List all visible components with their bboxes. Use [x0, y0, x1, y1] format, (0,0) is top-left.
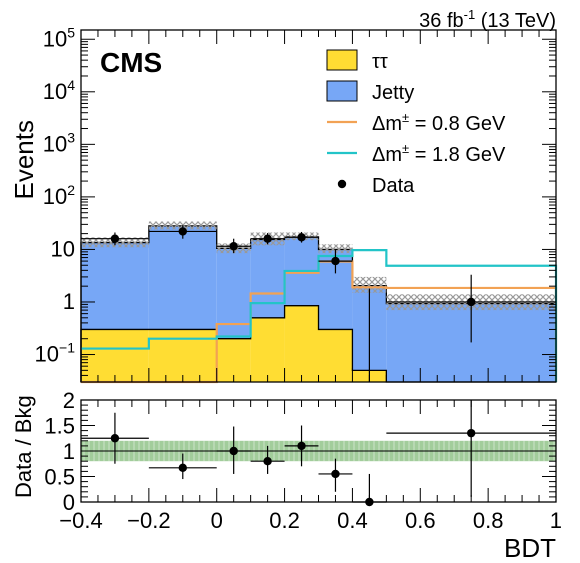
legend-swatch-jetty — [326, 80, 358, 102]
legend-item-jetty: Jetty — [326, 80, 414, 104]
y-tick-label: 10 — [51, 236, 75, 261]
ratio-point — [466, 428, 476, 438]
ratio-points — [81, 400, 556, 507]
ratio-point — [178, 463, 187, 473]
legend: ττ Jetty Δm± = 0.8 GeV Δm± = 1.8 GeV Data — [326, 49, 506, 197]
tautau-bar — [81, 329, 149, 382]
x-tick-label: −0.4 — [59, 508, 102, 533]
tautau-bar — [216, 338, 251, 382]
tautau-bar — [284, 305, 319, 382]
legend-label: Data — [372, 175, 415, 197]
tautau-bar — [318, 329, 353, 382]
y-tick-label: 105 — [43, 24, 75, 51]
x-tick-label: 0.6 — [405, 508, 436, 533]
ratio-point — [331, 469, 340, 479]
jetty-bar — [148, 225, 217, 330]
tautau-bar — [148, 329, 217, 382]
upper-axes: 10−1 1 10 102 103 104 105 — [35, 24, 557, 383]
y-tick-label: 103 — [43, 129, 75, 156]
data-point — [178, 227, 187, 236]
lower-axes: 00.511.52−0.4 −0.2 0 0.2 0.4 0.6 0.8 1 — [44, 388, 562, 533]
tautau-bar — [250, 317, 285, 382]
legend-item-data: Data — [337, 175, 415, 197]
legend-label: Jetty — [372, 82, 414, 104]
upper-y-axis-label: Events — [9, 120, 39, 200]
legend-label: Δm± = 1.8 GeV — [372, 141, 506, 166]
data-points — [81, 225, 556, 382]
ratio-point — [110, 434, 120, 443]
x-tick-label: 0 — [211, 508, 223, 533]
ratio-point — [229, 446, 238, 456]
data-point — [110, 234, 120, 243]
lower-y-axis-label: Data / Bkg — [11, 395, 36, 498]
cms-label: CMS — [100, 47, 162, 78]
data-point — [297, 233, 306, 242]
ratio-y-tick-label: 1 — [63, 439, 75, 464]
x-tick-label: 1 — [550, 508, 562, 533]
data-point — [466, 297, 476, 307]
legend-label: Δm± = 0.8 GeV — [372, 110, 506, 135]
dm18-signal-line — [81, 249, 558, 382]
ratio-y-tick-label: 1.5 — [44, 414, 75, 439]
signal-lines — [81, 249, 558, 384]
y-tick-label: 1 — [63, 289, 75, 314]
ratio-uncertainty-band — [81, 440, 556, 462]
ratio-point — [263, 457, 272, 466]
legend-item-dm18: Δm± = 1.8 GeV — [327, 141, 506, 166]
ratio-y-tick-label: 0.5 — [44, 465, 75, 490]
x-tick-label: −0.2 — [127, 508, 170, 533]
y-tick-label: 10−1 — [35, 340, 76, 367]
x-axis-label: BDT — [504, 533, 556, 563]
dm08-signal-line — [81, 260, 558, 384]
jetty-bar — [81, 242, 149, 330]
x-tick-label: 0.8 — [473, 508, 504, 533]
ratio-y-tick-label: 0 — [63, 490, 75, 515]
ratio-y-tick-label: 2 — [63, 388, 75, 413]
data-point — [263, 234, 272, 243]
data-point — [229, 242, 238, 251]
legend-item-dm08: Δm± = 0.8 GeV — [327, 110, 506, 135]
uncertainty-hatch — [318, 244, 353, 254]
data-point — [331, 256, 340, 266]
legend-marker-data — [337, 179, 347, 189]
y-tick-label: 102 — [43, 182, 75, 209]
legend-label: ττ — [372, 51, 388, 73]
x-tick-label: 0.2 — [269, 508, 300, 533]
legend-item-tautau: ττ — [326, 49, 388, 73]
uncertainty-hatch — [352, 276, 387, 293]
jetty-bar — [250, 239, 285, 318]
luminosity-label: 36 fb-1 (13 TeV) — [419, 7, 556, 32]
ratio-point — [297, 441, 306, 451]
legend-swatch-tautau — [326, 49, 358, 71]
x-tick-label: 0.4 — [337, 508, 368, 533]
y-tick-label: 104 — [43, 77, 75, 104]
